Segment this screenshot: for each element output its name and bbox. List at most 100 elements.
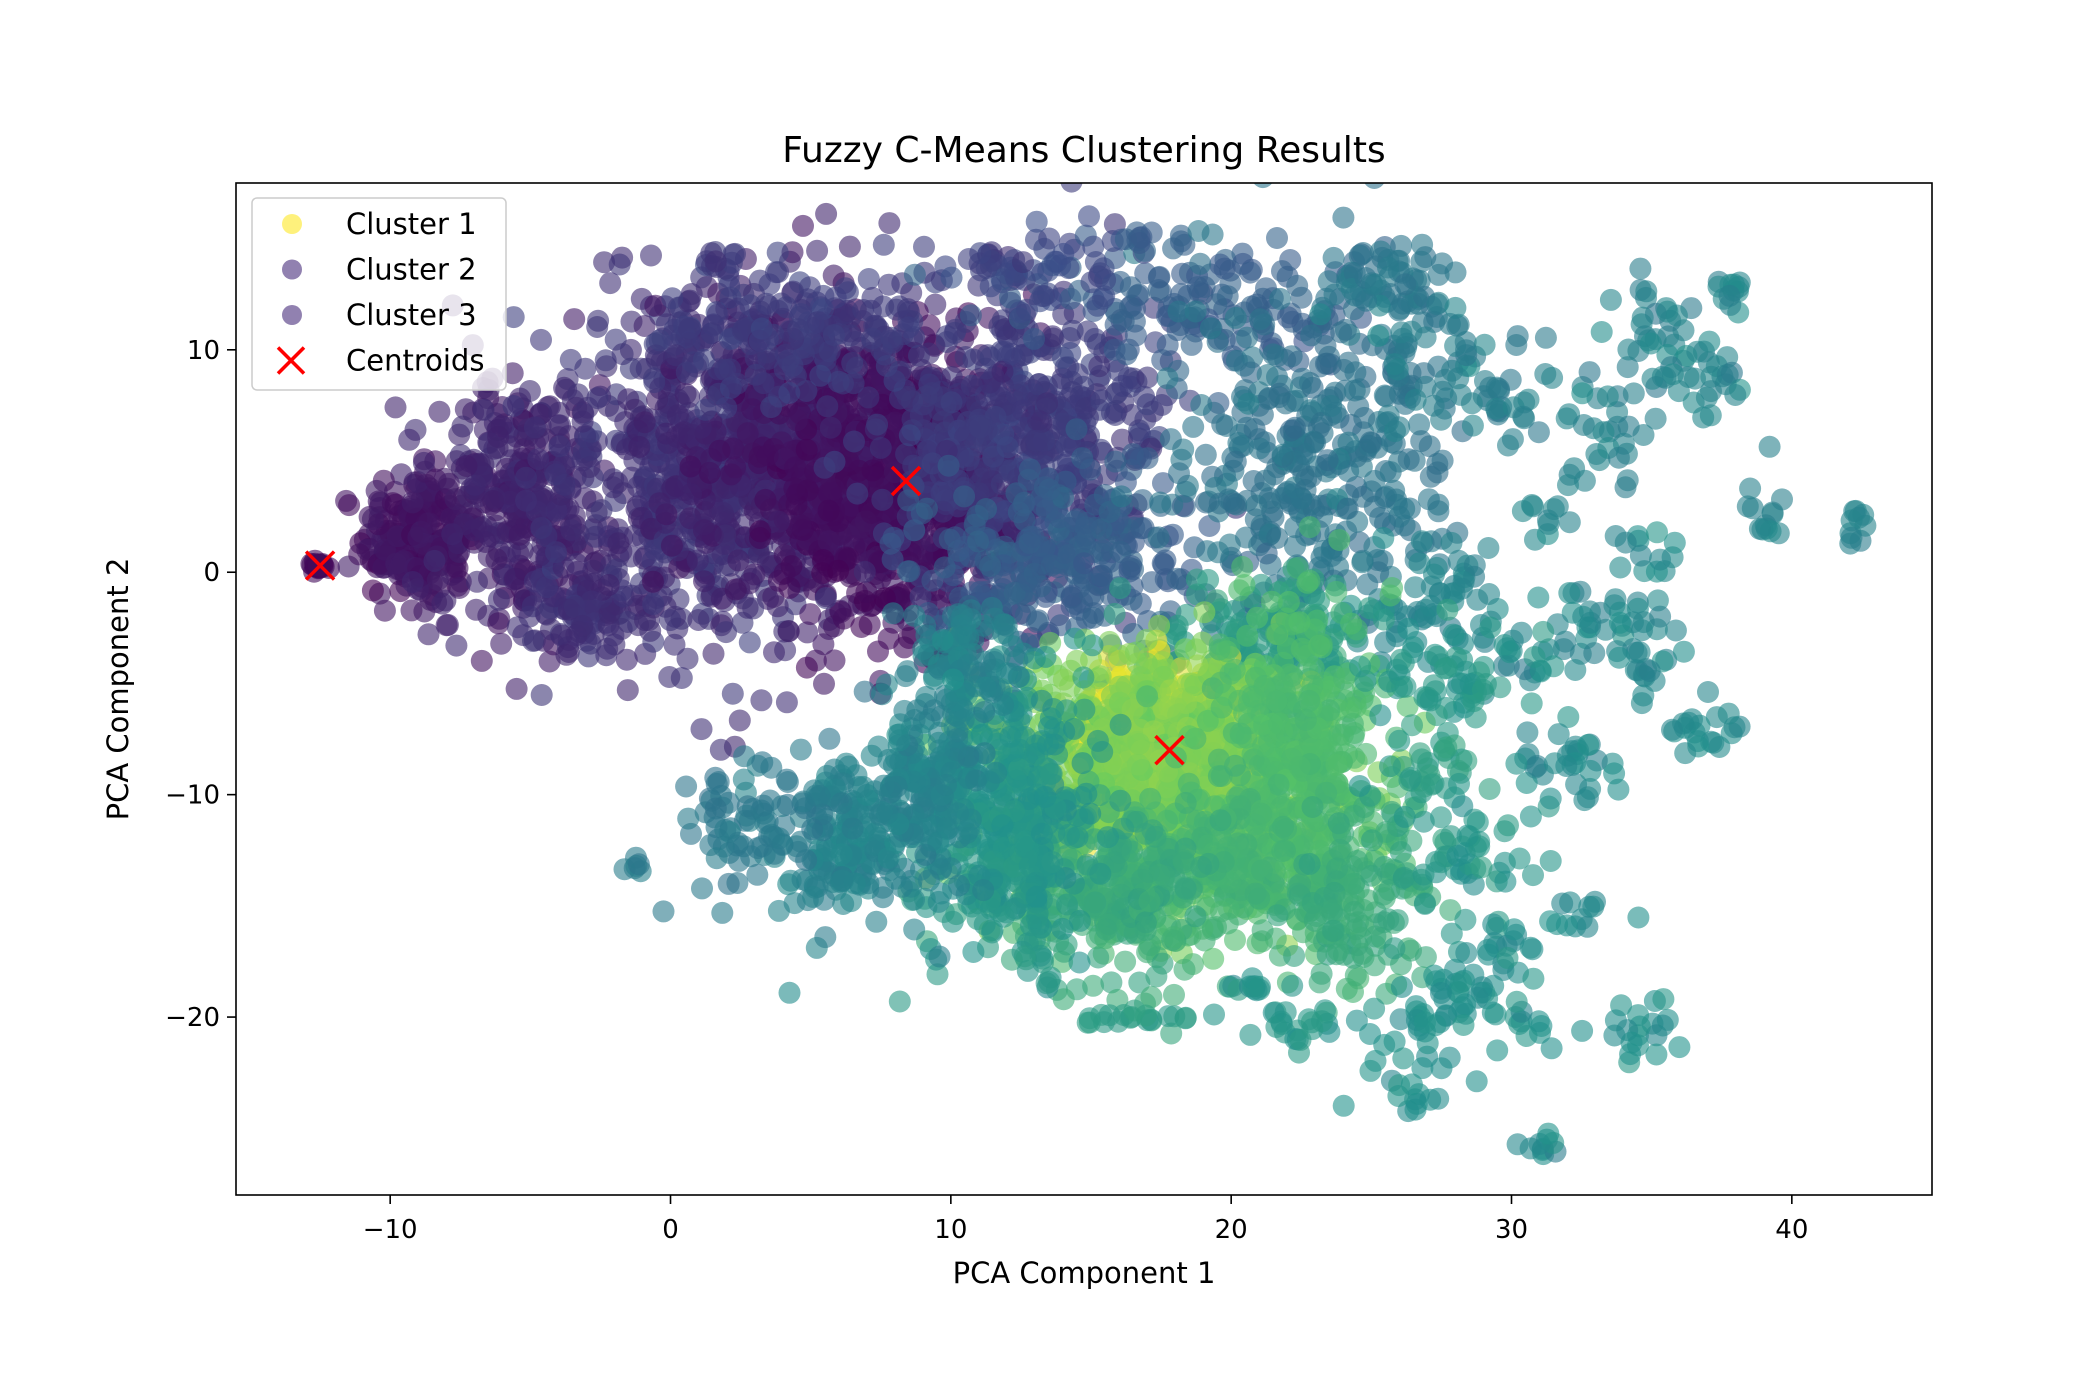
- data-point: [1030, 411, 1053, 434]
- data-point: [1242, 470, 1265, 492]
- data-point: [1386, 358, 1409, 381]
- data-point: [806, 239, 829, 262]
- data-point: [1119, 276, 1142, 299]
- data-point: [855, 581, 878, 603]
- data-point: [1397, 448, 1420, 471]
- data-point: [1426, 293, 1449, 316]
- data-point: [1336, 497, 1359, 520]
- data-point: [487, 588, 510, 611]
- data-point: [535, 525, 558, 548]
- data-point: [702, 642, 725, 665]
- data-point: [1572, 605, 1595, 628]
- data-point: [515, 466, 537, 489]
- data-point: [1758, 435, 1781, 458]
- data-point: [1677, 366, 1700, 388]
- data-point: [1110, 485, 1133, 508]
- data-point: [1286, 274, 1309, 297]
- data-point: [1147, 266, 1170, 289]
- data-point: [361, 508, 384, 531]
- data-point: [1233, 354, 1256, 377]
- data-point: [824, 286, 847, 309]
- data-point: [615, 648, 638, 671]
- data-point: [752, 372, 775, 395]
- data-point: [549, 414, 572, 437]
- data-point: [1578, 361, 1601, 384]
- data-point: [1617, 338, 1640, 361]
- data-point: [508, 523, 531, 546]
- data-point: [721, 682, 744, 705]
- data-point: [1322, 246, 1345, 269]
- data-point: [1609, 556, 1632, 579]
- data-point: [1007, 501, 1030, 524]
- data-point: [486, 436, 509, 459]
- data-point: [1364, 273, 1387, 296]
- data-point: [687, 609, 710, 631]
- data-point: [1189, 252, 1212, 275]
- data-point: [522, 629, 544, 652]
- data-point: [642, 570, 664, 593]
- data-point: [829, 600, 852, 623]
- data-point: [818, 340, 841, 363]
- data-point: [1632, 684, 1655, 707]
- data-point: [715, 396, 738, 419]
- data-point: [563, 308, 586, 331]
- data-point: [1320, 394, 1343, 417]
- data-point: [1182, 415, 1205, 438]
- data-point: [869, 436, 892, 459]
- data-point: [567, 383, 590, 406]
- data-point: [663, 633, 686, 656]
- data-point: [819, 416, 842, 439]
- data-point: [1061, 319, 1084, 342]
- data-point: [1629, 257, 1652, 280]
- data-point: [1478, 583, 1501, 605]
- data-point: [338, 494, 361, 517]
- data-point: [1388, 505, 1411, 528]
- data-point: [959, 304, 982, 327]
- data-point: [795, 438, 818, 461]
- data-point: [1748, 517, 1771, 540]
- data-point: [1661, 718, 1683, 741]
- data-point: [762, 323, 785, 346]
- data-point: [1065, 418, 1088, 441]
- data-point: [633, 411, 656, 434]
- data-point: [822, 478, 845, 501]
- data-point: [903, 519, 926, 542]
- data-point: [1534, 326, 1557, 349]
- data-point: [1109, 577, 1132, 600]
- data-point: [1686, 340, 1709, 363]
- data-point: [780, 555, 803, 578]
- data-point: [954, 346, 977, 368]
- data-point: [903, 263, 926, 286]
- data-point: [728, 709, 751, 732]
- data-point: [1351, 551, 1374, 574]
- data-point: [462, 519, 485, 542]
- data-point: [608, 253, 631, 276]
- data-point: [823, 649, 846, 672]
- data-point: [658, 666, 681, 688]
- data-point: [1512, 405, 1535, 428]
- data-point: [812, 633, 835, 656]
- data-point: [1151, 552, 1174, 575]
- data-point: [1352, 242, 1375, 264]
- data-point: [535, 576, 558, 599]
- data-point: [630, 506, 653, 529]
- data-point: [506, 616, 529, 639]
- data-point: [1119, 296, 1141, 319]
- data-point: [1646, 521, 1668, 544]
- data-point: [1674, 742, 1697, 765]
- data-point: [1388, 416, 1411, 439]
- data-point: [760, 396, 783, 419]
- data-point: [832, 372, 854, 395]
- data-point: [1408, 552, 1431, 575]
- data-point: [708, 439, 731, 462]
- data-point: [796, 621, 819, 644]
- data-point: [694, 398, 717, 421]
- data-point: [709, 738, 732, 761]
- data-point: [595, 644, 618, 667]
- data-point: [515, 489, 537, 512]
- data-point: [785, 409, 808, 432]
- data-point: [1167, 300, 1190, 323]
- data-point: [1431, 252, 1454, 275]
- data-point: [940, 366, 963, 388]
